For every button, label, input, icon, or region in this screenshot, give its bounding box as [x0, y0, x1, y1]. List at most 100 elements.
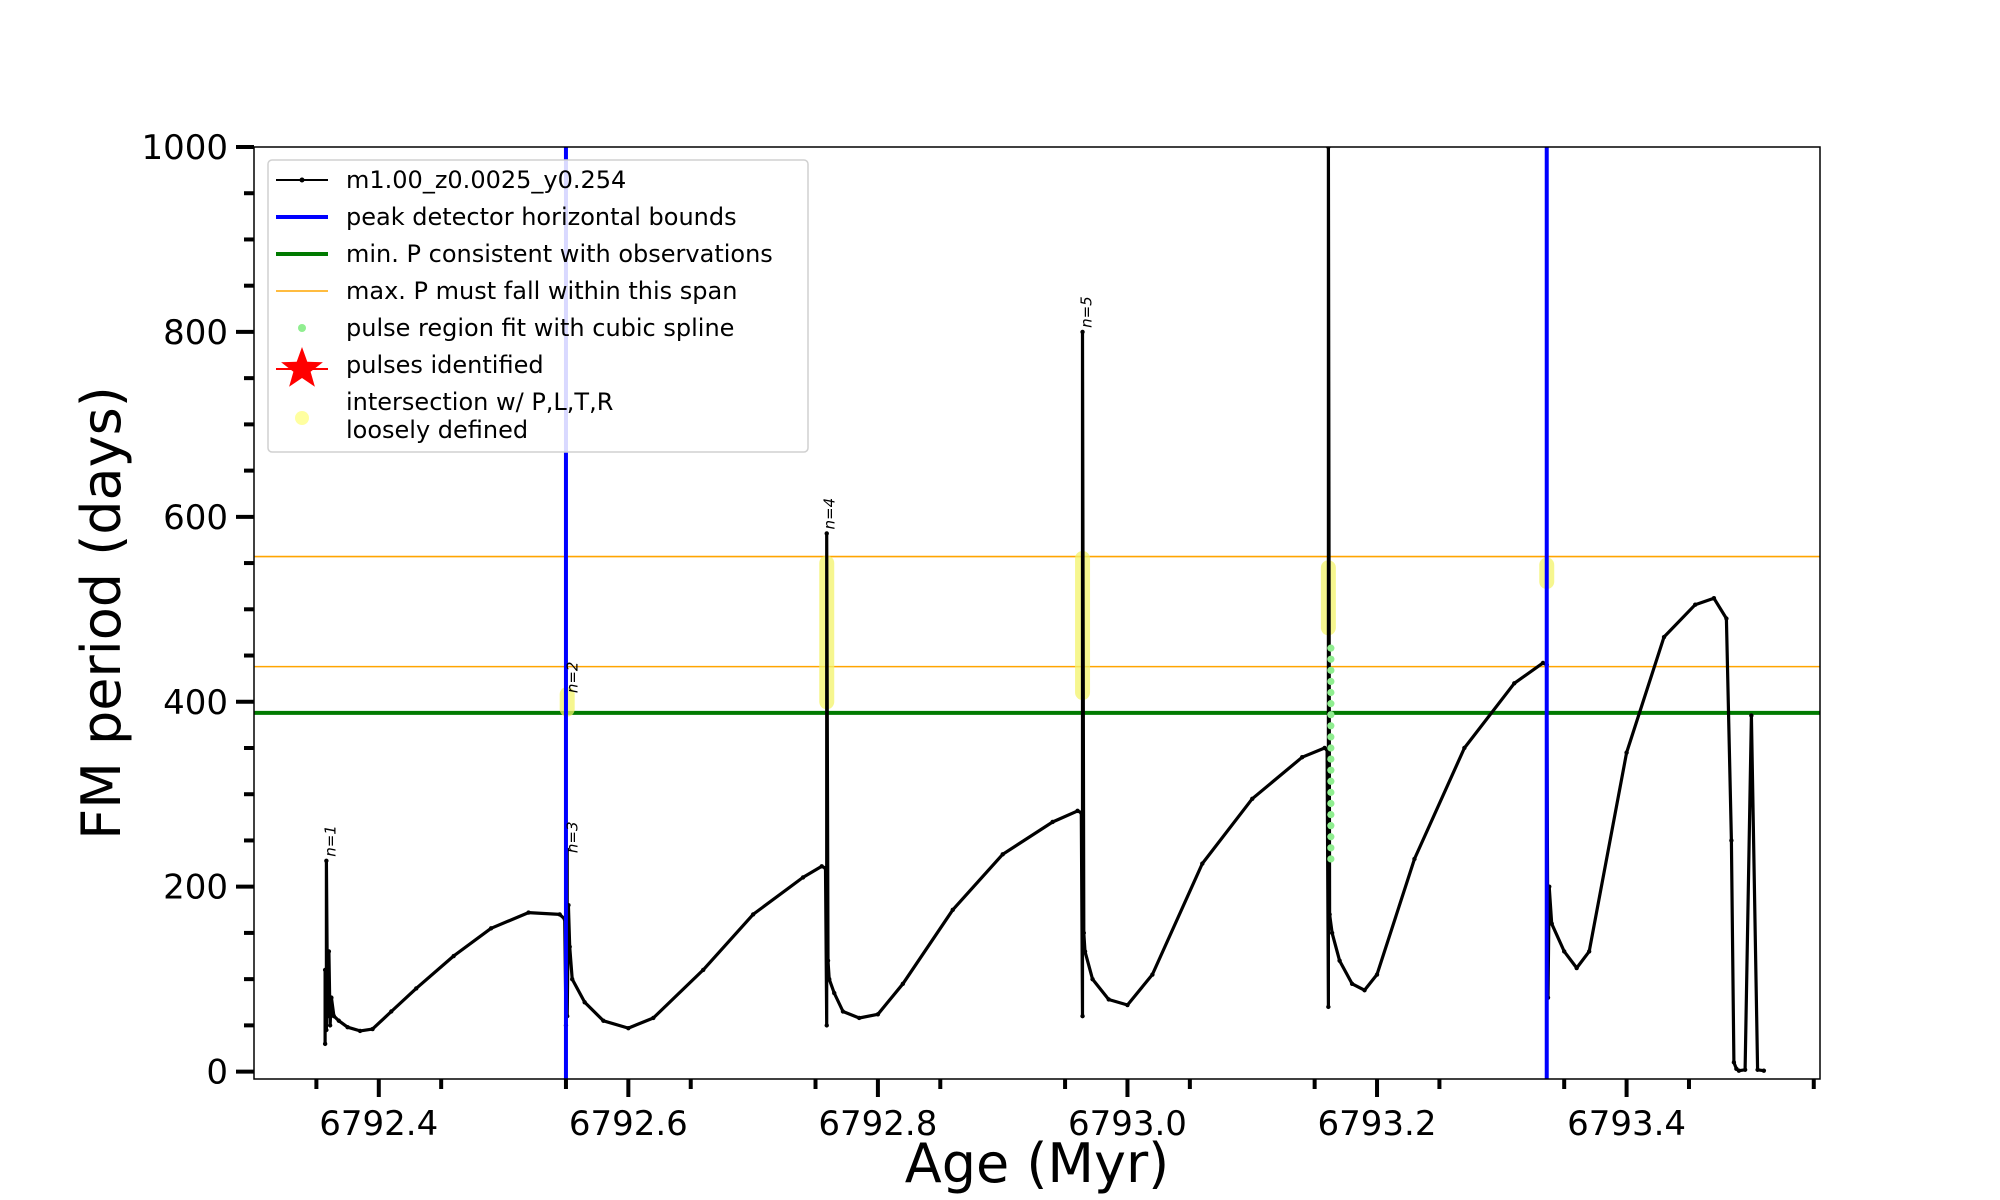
series-point: [1512, 681, 1517, 686]
spline-point: [1327, 666, 1335, 674]
series-point: [569, 976, 575, 982]
legend-label: max. P must fall within this span: [346, 277, 737, 305]
series-point: [1574, 965, 1579, 971]
legend-handle-dot: [295, 411, 309, 425]
series-point: [488, 926, 494, 931]
legend-label: peak detector horizontal bounds: [346, 203, 737, 231]
spline-point: [1327, 788, 1335, 796]
series-point: [451, 953, 456, 959]
series-point: [1412, 856, 1417, 862]
series-point: [626, 1025, 631, 1031]
series-point: [331, 1013, 337, 1019]
series-point: [856, 1015, 862, 1021]
series-point: [1586, 949, 1592, 954]
spline-point: [1327, 822, 1335, 830]
series-point: [567, 944, 572, 949]
spline-point: [1327, 700, 1335, 708]
series-point: [1090, 976, 1095, 982]
legend-label: min. P consistent with observations: [346, 240, 773, 268]
series-point: [601, 1018, 606, 1023]
series-point: [322, 967, 328, 973]
series-point: [875, 1012, 881, 1017]
series-point: [1050, 819, 1055, 825]
series-point: [357, 1028, 363, 1034]
pulse-label-5: n=5: [1078, 296, 1096, 328]
series-point: [1661, 634, 1667, 640]
spline-point: [1327, 777, 1335, 785]
y-tick-label: 600: [163, 498, 228, 538]
legend-label: pulses identified: [346, 351, 544, 379]
spline-point: [1327, 810, 1335, 819]
series-point: [1736, 1068, 1742, 1073]
series-point: [326, 949, 332, 954]
series-point: [1337, 958, 1342, 963]
spline-point: [1327, 644, 1335, 652]
spline-point: [1327, 677, 1335, 686]
y-tick-label: 400: [163, 683, 228, 723]
series-point: [1729, 838, 1734, 843]
legend-label-line2: loosely defined: [346, 416, 528, 444]
series-point: [1150, 972, 1155, 977]
spline-point: [1327, 688, 1335, 697]
series-point: [1079, 810, 1084, 815]
y-tick-label: 800: [163, 313, 228, 353]
series-point: [1711, 596, 1717, 601]
pulse-label-4: n=4: [820, 498, 838, 530]
series-point: [1731, 1060, 1737, 1065]
series-point: [1561, 949, 1567, 954]
series-point: [1761, 1068, 1767, 1073]
y-tick-label: 1000: [141, 128, 228, 168]
y-axis-label: FM period (days): [70, 386, 133, 840]
legend-label: intersection w/ P,L,T,R: [346, 388, 613, 416]
series-point: [900, 981, 906, 986]
y-tick-label: 0: [206, 1053, 228, 1093]
series-point: [1462, 745, 1467, 751]
series-point: [819, 864, 824, 869]
spline-point: [1327, 833, 1335, 841]
series-point: [1200, 861, 1205, 866]
series-point: [701, 967, 706, 973]
spline-point: [1327, 755, 1335, 763]
series-point: [345, 1025, 350, 1030]
series-point: [557, 912, 562, 917]
spline-point: [1327, 744, 1335, 752]
x-tick-label: 6792.8: [818, 1104, 937, 1144]
series-point: [1082, 949, 1088, 954]
spline-point: [1327, 855, 1335, 863]
legend-box: [267, 159, 809, 453]
series-point: [1106, 997, 1111, 1002]
x-tick-label: 6793.4: [1567, 1104, 1686, 1144]
series-point: [336, 1018, 342, 1023]
legend-handle-series-dot: [299, 177, 305, 183]
series-point: [1755, 1067, 1760, 1072]
series-point: [825, 958, 831, 963]
series-point: [827, 976, 832, 982]
spline-point: [1327, 722, 1335, 730]
spline-point: [1327, 733, 1335, 741]
axes: 0 200 400 600 800 1000 6792.4 6792.6 6792.8 6793.…: [141, 128, 1816, 1144]
series-point: [1080, 1013, 1085, 1019]
series-point: [824, 531, 829, 536]
series-point: [1299, 755, 1305, 760]
series-point: [1000, 852, 1005, 857]
spline-point: [1327, 799, 1335, 808]
series-point: [832, 990, 837, 996]
legend-label: pulse region fit with cubic spline: [346, 314, 734, 342]
series-point: [324, 1027, 329, 1033]
pulse-label-2: n=2: [563, 662, 581, 694]
pulse-label-1: n=1: [321, 825, 339, 857]
spline-point: [1327, 844, 1335, 852]
spline-point: [1327, 711, 1335, 719]
y-tick-label: 200: [163, 868, 228, 908]
series-point: [1349, 981, 1355, 986]
series-point: [1081, 930, 1086, 936]
series-point: [651, 1015, 656, 1021]
series-point: [329, 995, 334, 1000]
series-point: [1362, 988, 1367, 993]
series-point: [824, 1023, 829, 1028]
series-point: [1693, 602, 1698, 607]
plot-frame: [253, 146, 1821, 1080]
x-tick-label: 6793.2: [1318, 1104, 1437, 1144]
